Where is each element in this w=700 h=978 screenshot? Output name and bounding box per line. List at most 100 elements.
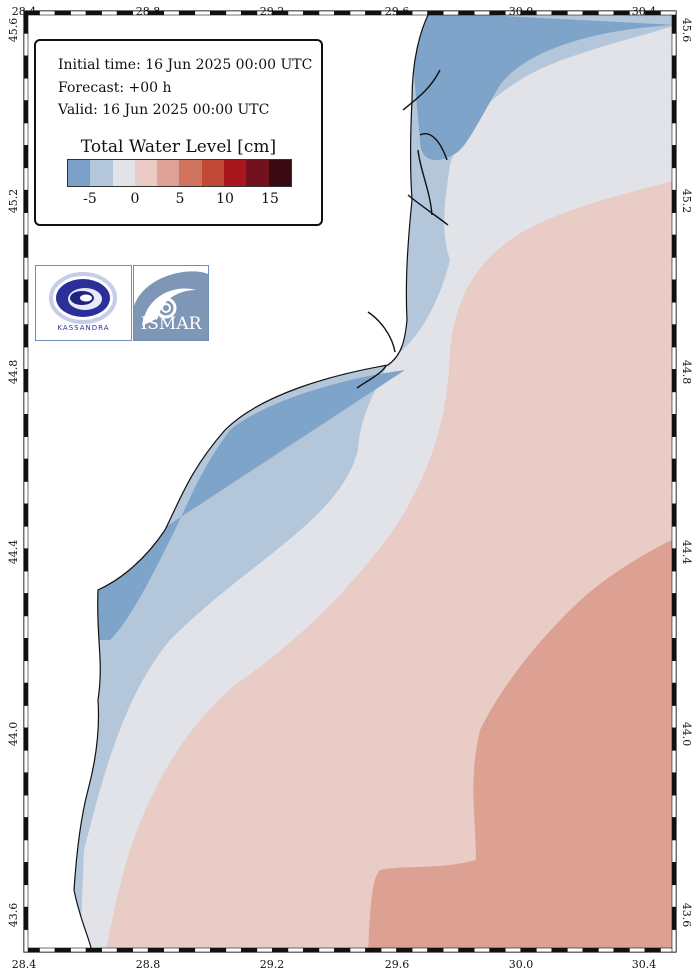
frame-tick-segment — [23, 794, 29, 818]
frame-tick-segment — [318, 10, 335, 16]
lon-tick-label: 29.6 — [385, 958, 410, 971]
frame-tick-segment — [23, 817, 29, 841]
frame-tick-segment — [671, 167, 677, 191]
frame-tick-segment — [365, 947, 382, 953]
legend-colorbar — [67, 159, 292, 187]
frame-tick-segment — [70, 947, 87, 953]
frame-tick-segment — [489, 10, 506, 16]
lon-tick-label: 28.4 — [12, 958, 37, 971]
lat-tick-label: 45.6 — [680, 18, 693, 43]
frame-tick-segment — [520, 947, 537, 953]
frame-tick-segment — [334, 947, 351, 953]
frame-tick-segment — [116, 947, 133, 953]
frame-tick-segment — [256, 947, 273, 953]
frame-tick-segment — [23, 257, 29, 281]
legend-tick-label: 15 — [261, 191, 279, 207]
lat-tick-label: 45.2 — [680, 189, 693, 214]
frame-tick-segment — [209, 947, 227, 953]
lon-tick-label: 28.8 — [136, 5, 161, 18]
legend-tick-label: 0 — [130, 191, 140, 207]
frame-tick-segment — [411, 947, 428, 953]
lat-tick-label: 44.0 — [680, 722, 693, 747]
frame-tick-segment — [23, 526, 29, 550]
frame-tick-segment — [23, 413, 29, 437]
frame-tick-segment — [489, 947, 506, 953]
frame-tick-segment — [598, 947, 615, 953]
frame-tick-segment — [225, 947, 242, 953]
frame-tick-segment — [23, 570, 29, 594]
frame-tick-segment — [671, 929, 677, 953]
lat-tick-label: 44.4 — [7, 540, 20, 565]
frame-tick-segment — [85, 947, 102, 953]
frame-tick-segment — [567, 10, 584, 16]
frame-tick-segment — [23, 122, 29, 146]
lon-tick-label: 29.6 — [385, 5, 410, 18]
sea-band-plus-10 — [368, 538, 676, 952]
frame-tick-segment — [671, 548, 677, 572]
frame-tick-segment — [349, 10, 366, 16]
legend-swatch-1 — [90, 160, 113, 186]
frame-tick-segment — [334, 10, 351, 16]
frame-tick-segment — [380, 947, 397, 953]
frame-tick-segment — [551, 10, 568, 16]
frame-tick-segment — [23, 55, 29, 79]
frame-tick-segment — [39, 947, 56, 953]
lon-tick-label: 30.4 — [632, 958, 657, 971]
coastline-spit — [367, 311, 396, 353]
frame-tick-segment — [23, 503, 29, 527]
frame-tick-segment — [671, 301, 677, 325]
frame-tick-segment — [39, 10, 56, 16]
frame-tick-segment — [101, 10, 118, 16]
frame-tick-segment — [671, 458, 677, 482]
frame-tick-segment — [241, 947, 258, 953]
frame-tick-segment — [23, 369, 29, 393]
frame-tick-segment — [178, 947, 196, 953]
frame-tick-segment — [671, 413, 677, 437]
kassandra-logo: KASSANDRA — [35, 265, 132, 341]
frame-tick-segment — [442, 10, 459, 16]
frame-tick-segment — [458, 947, 475, 953]
frame-tick-segment — [23, 682, 29, 706]
frame-tick-segment — [473, 947, 491, 953]
frame-tick-segment — [225, 10, 242, 16]
valid-time-text: Valid: 16 Jun 2025 00:00 UTC — [58, 102, 270, 118]
frame-tick-segment — [613, 947, 630, 953]
frame-tick-segment — [54, 947, 71, 953]
frame-tick-segment — [567, 947, 584, 953]
frame-tick-segment — [303, 947, 320, 953]
frame-tick-segment — [23, 189, 29, 213]
frame-tick-segment — [23, 301, 29, 325]
ismar-logo: ISMAR — [133, 265, 209, 341]
frame-tick-segment — [671, 906, 677, 930]
coastline-spit — [356, 365, 387, 389]
frame-tick-segment — [23, 929, 29, 953]
frame-tick-segment — [582, 947, 599, 953]
frame-tick-segment — [582, 10, 599, 16]
frame-tick-segment — [70, 10, 87, 16]
frame-tick-segment — [671, 234, 677, 258]
frame-tick-segment — [241, 10, 258, 16]
frame-tick-segment — [671, 884, 677, 908]
frame-tick-segment — [287, 10, 304, 16]
frame-tick-segment — [23, 100, 29, 124]
frame-tick-segment — [671, 212, 677, 236]
frame-tick-segment — [644, 947, 661, 953]
frame-tick-segment — [660, 10, 677, 16]
ismar-wave-icon — [134, 271, 208, 340]
frame-tick-segment — [671, 346, 677, 370]
frame-tick-segment — [671, 772, 677, 796]
info-legend-box: Initial time: 16 Jun 2025 00:00 UTC Fore… — [34, 39, 323, 226]
kassandra-logo-text: KASSANDRA — [57, 324, 110, 332]
lat-labels-right: 45.6 45.2 44.8 44.4 44.0 43.6 — [680, 18, 693, 928]
frame-tick-segment — [23, 458, 29, 482]
frame-tick-segment — [116, 10, 133, 16]
legend-tick-label: 5 — [175, 191, 185, 207]
frame-tick-segment — [671, 145, 677, 169]
frame-tick-segment — [473, 10, 491, 16]
frame-tick-segment — [23, 862, 29, 886]
lat-tick-label: 43.6 — [680, 903, 693, 928]
frame-tick-segment — [671, 100, 677, 124]
frame-tick-segment — [427, 10, 444, 16]
lon-tick-label: 30.0 — [509, 5, 534, 18]
